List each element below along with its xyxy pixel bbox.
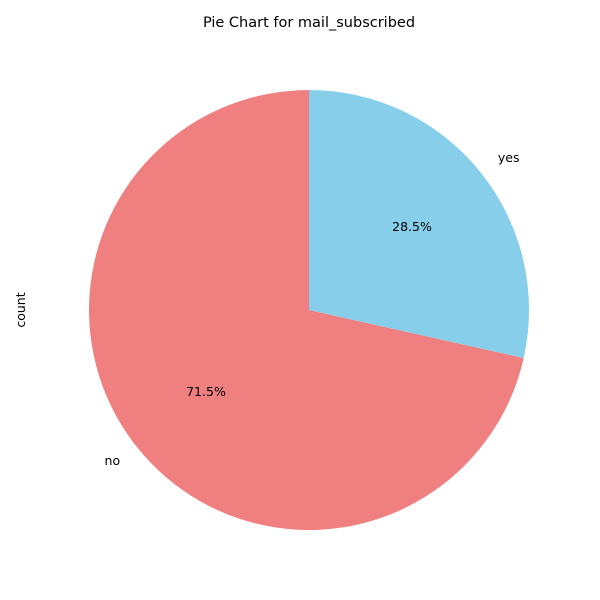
slice-label-no: no [105, 453, 121, 468]
slice-value-label-no: 71.5% [186, 384, 226, 399]
pie-slice-yes [309, 90, 529, 358]
slice-label-yes: yes [498, 150, 520, 165]
pie-slices [88, 90, 529, 530]
pie-slice-no [88, 90, 524, 530]
y-axis-label: count [13, 292, 28, 327]
chart-title: Pie Chart for mail_subscribed [203, 15, 415, 31]
slice-value-label-yes: 28.5% [392, 219, 432, 234]
pie-labels: no 71.5% yes 28.5% [105, 150, 520, 468]
